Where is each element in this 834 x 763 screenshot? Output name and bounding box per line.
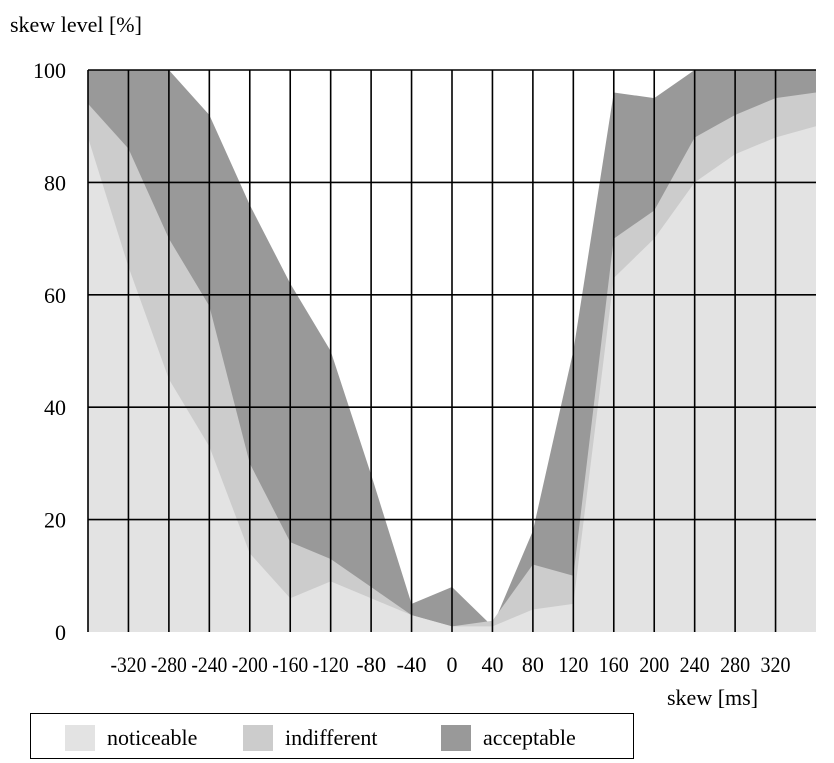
y-tick-labels: 0 20 40 60 80 100: [33, 58, 66, 645]
x-tick-label: -40: [397, 652, 427, 677]
y-tick-label: 0: [55, 620, 66, 645]
legend-swatch-noticeable: [65, 725, 95, 751]
x-tick-label: 40: [481, 652, 503, 677]
y-tick-label: 100: [33, 58, 66, 83]
area-noticeable: [88, 126, 816, 632]
legend-swatch-indifferent: [243, 725, 273, 751]
legend-swatch-acceptable: [441, 725, 471, 751]
legend-item-noticeable: noticeable: [65, 724, 197, 752]
grid-lines: [87, 69, 816, 632]
y-tick-label: 60: [44, 283, 66, 308]
x-tick-label: 120: [558, 652, 588, 677]
legend-label-indifferent: indifferent: [285, 725, 378, 750]
x-tick-labels: -320 -280 -240 -200 -160 -120 -80 -40 0 40 80 120 16…: [110, 652, 790, 677]
x-tick-label: -200: [232, 652, 268, 677]
x-tick-label: 160: [599, 652, 629, 677]
x-tick-label: -120: [313, 652, 349, 677]
x-tick-label: 80: [522, 652, 544, 677]
legend-label-noticeable: noticeable: [107, 725, 198, 750]
stacked-areas: [88, 70, 816, 633]
x-tick-label: -280: [151, 652, 187, 677]
x-tick-label: -240: [191, 652, 227, 677]
y-axis-label: skew level [%]: [10, 12, 142, 37]
legend-item-acceptable: acceptable: [441, 724, 576, 752]
skew-chart: -320 -280 -240 -200 -160 -120 -80 -40 0 40 80 120 16…: [10, 12, 816, 710]
x-axis-label: skew [ms]: [667, 685, 758, 710]
legend: noticeable indifferent acceptable: [30, 713, 634, 759]
y-tick-label: 20: [44, 508, 66, 533]
x-tick-label: -160: [272, 652, 308, 677]
x-tick-label: 240: [680, 652, 710, 677]
x-tick-label: -80: [356, 652, 386, 677]
x-tick-label: 280: [720, 652, 750, 677]
x-tick-label: 0: [447, 652, 458, 677]
y-tick-label: 40: [44, 395, 66, 420]
y-tick-label: 80: [44, 170, 66, 195]
legend-item-indifferent: indifferent: [243, 724, 377, 752]
x-tick-label: 200: [639, 652, 669, 677]
x-tick-label: 320: [761, 652, 791, 677]
legend-label-acceptable: acceptable: [483, 725, 576, 750]
x-tick-label: -320: [110, 652, 146, 677]
